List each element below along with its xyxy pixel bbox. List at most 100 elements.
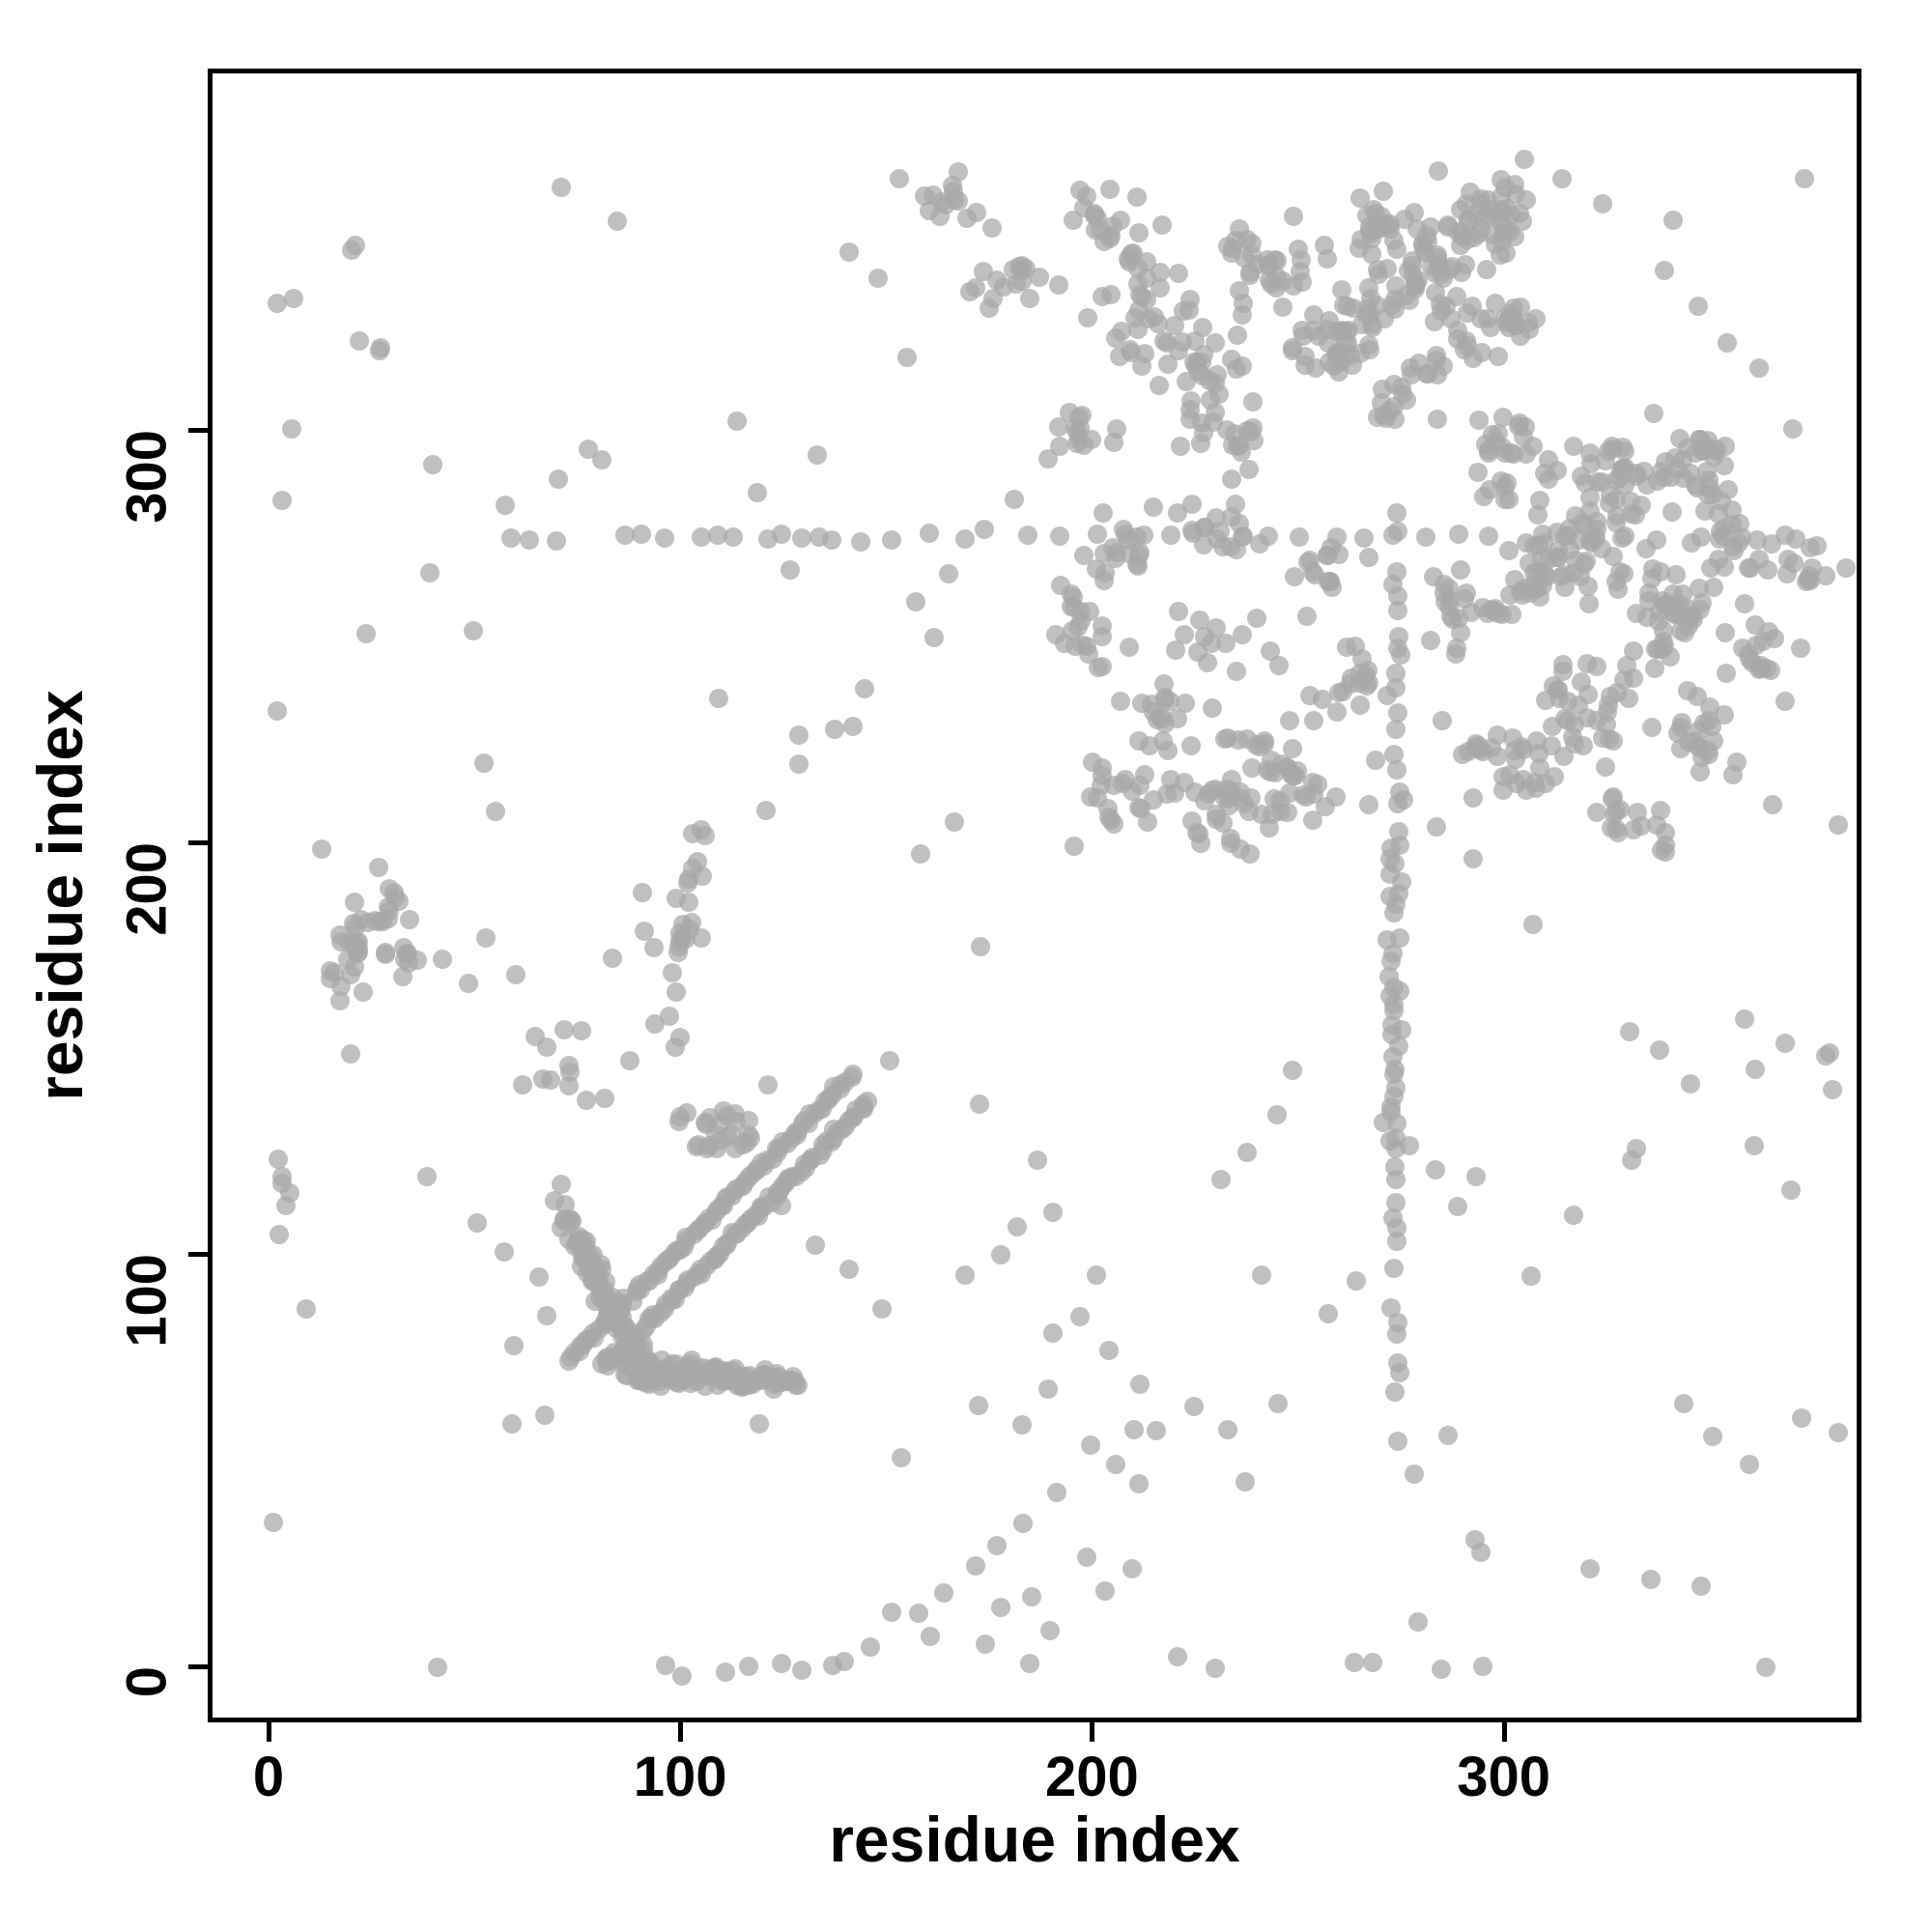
scatter-point: [620, 1051, 640, 1071]
scatter-point: [1394, 789, 1414, 810]
scatter-point: [1292, 249, 1312, 270]
scatter-point: [1169, 602, 1189, 622]
scatter-point: [1472, 1657, 1492, 1677]
scatter-point: [1350, 188, 1371, 209]
scatter-point: [393, 967, 413, 987]
scatter-point: [1045, 625, 1065, 645]
scatter-point: [1671, 717, 1691, 737]
scatter-point: [1385, 720, 1406, 740]
scatter-point: [1111, 691, 1131, 711]
scatter-point: [1456, 255, 1476, 275]
scatter-point: [1663, 211, 1684, 231]
scatter-point: [1576, 472, 1596, 493]
scatter-point: [384, 882, 405, 902]
scatter-point: [1065, 837, 1085, 857]
scatter-point: [1791, 1408, 1811, 1429]
scatter-point: [1437, 215, 1458, 236]
scatter-point: [1709, 503, 1729, 524]
scatter-point: [1469, 224, 1490, 244]
scatter-point: [1492, 186, 1512, 207]
scatter-point: [1820, 1042, 1840, 1063]
scatter-point: [551, 1174, 571, 1194]
scatter-point: [1129, 299, 1150, 320]
scatter-point: [1022, 1586, 1042, 1606]
scatter-point: [473, 753, 494, 774]
scatter-point: [1069, 1307, 1090, 1327]
scatter-point: [715, 1662, 735, 1682]
x-axis-title: residue index: [829, 1804, 1240, 1875]
scatter-point: [882, 1602, 902, 1622]
scatter-point: [463, 621, 483, 641]
scatter-point: [1205, 1658, 1225, 1678]
scatter-point: [1635, 538, 1656, 558]
scatter-point: [1194, 345, 1214, 365]
scatter-point: [1180, 410, 1201, 430]
scatter-point: [1495, 442, 1516, 463]
scatter-point: [1572, 672, 1592, 693]
scatter-point: [603, 948, 623, 968]
scatter-point: [1551, 169, 1572, 189]
scatter-point: [375, 945, 395, 965]
scatter-point: [1800, 537, 1820, 557]
scatter-point: [1160, 526, 1180, 546]
scatter-point: [738, 1656, 758, 1676]
scatter-point: [1386, 1232, 1406, 1252]
scatter-point: [1015, 259, 1036, 279]
scatter-point: [1548, 547, 1568, 567]
scatter-point: [399, 910, 419, 930]
scatter-point: [1748, 358, 1769, 379]
scatter-point: [990, 1598, 1010, 1618]
scatter-point: [725, 1138, 746, 1158]
scatter-point: [1730, 513, 1750, 533]
scatter-point: [1273, 298, 1293, 318]
scatter-point: [1100, 285, 1121, 305]
scatter-point: [1134, 764, 1154, 784]
scatter-point: [1450, 559, 1470, 580]
scatter-point: [1326, 701, 1347, 722]
x-tick-mark: [1090, 1722, 1095, 1742]
scatter-point: [1019, 1654, 1039, 1674]
scatter-point: [1836, 558, 1857, 579]
scatter-point: [1388, 703, 1408, 724]
scatter-point: [839, 242, 860, 262]
scatter-point: [1317, 546, 1337, 566]
scatter-point: [1182, 494, 1203, 514]
scatter-point: [1088, 208, 1108, 228]
scatter-point: [1161, 769, 1181, 789]
scatter-point: [1785, 528, 1805, 549]
y-tick-label: 300: [115, 429, 179, 524]
scatter-point: [1449, 609, 1469, 629]
scatter-point: [839, 1259, 860, 1279]
scatter-point: [1287, 761, 1307, 781]
scatter-point: [519, 529, 539, 550]
scatter-point: [1471, 343, 1492, 363]
scatter-point: [1523, 436, 1544, 456]
scatter-point: [669, 1106, 690, 1126]
scatter-point: [1823, 1080, 1843, 1100]
scatter-point: [1433, 710, 1453, 730]
scatter-point: [708, 525, 728, 545]
scatter-point: [1440, 260, 1461, 280]
scatter-point: [1678, 615, 1698, 636]
scatter-point: [1242, 244, 1263, 265]
scatter-point: [671, 1665, 692, 1686]
scatter-point: [1642, 718, 1662, 738]
scatter-point: [842, 1064, 863, 1084]
scatter-point: [1081, 1435, 1101, 1455]
scatter-point: [1171, 436, 1191, 456]
x-tick-mark: [267, 1722, 271, 1742]
scatter-point: [1650, 1040, 1670, 1061]
scatter-point: [889, 169, 909, 189]
scatter-point: [966, 1556, 986, 1577]
scatter-point: [1552, 654, 1573, 674]
scatter-point: [1386, 240, 1406, 260]
scatter-point: [1164, 315, 1184, 335]
scatter-point: [1828, 1422, 1848, 1442]
scatter-point: [1152, 215, 1173, 236]
scatter-point: [851, 532, 871, 553]
scatter-point: [909, 1604, 929, 1624]
scatter-point: [1465, 1166, 1486, 1186]
scatter-point: [629, 1371, 649, 1391]
scatter-point: [897, 348, 918, 368]
scatter-point: [329, 991, 350, 1011]
